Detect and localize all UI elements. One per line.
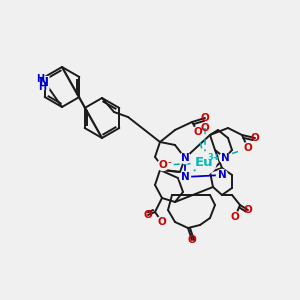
Text: O: O bbox=[244, 205, 252, 215]
Text: N: N bbox=[39, 76, 49, 89]
Text: O: O bbox=[244, 143, 252, 153]
Circle shape bbox=[157, 217, 167, 227]
Text: O: O bbox=[159, 160, 167, 170]
Text: N: N bbox=[181, 172, 189, 182]
Text: Eu: Eu bbox=[195, 157, 213, 169]
Circle shape bbox=[217, 169, 227, 181]
Text: O: O bbox=[231, 212, 239, 222]
Text: O: O bbox=[194, 127, 202, 137]
Circle shape bbox=[179, 152, 191, 164]
Circle shape bbox=[179, 172, 191, 182]
Text: O: O bbox=[201, 123, 209, 133]
Circle shape bbox=[193, 127, 203, 137]
Text: -: - bbox=[167, 157, 171, 167]
Text: H: H bbox=[36, 74, 44, 84]
Text: N: N bbox=[220, 153, 230, 163]
Text: O: O bbox=[158, 217, 166, 227]
Circle shape bbox=[158, 160, 169, 170]
Text: 3+: 3+ bbox=[208, 154, 220, 163]
Text: H: H bbox=[38, 82, 46, 92]
Circle shape bbox=[194, 152, 216, 174]
Text: N: N bbox=[218, 170, 226, 180]
Text: O: O bbox=[188, 235, 196, 245]
Circle shape bbox=[242, 142, 253, 154]
Text: O: O bbox=[144, 210, 152, 220]
Text: N: N bbox=[181, 153, 189, 163]
Text: O: O bbox=[201, 113, 209, 123]
Circle shape bbox=[220, 152, 230, 164]
Text: O: O bbox=[250, 133, 260, 143]
Circle shape bbox=[230, 212, 241, 223]
